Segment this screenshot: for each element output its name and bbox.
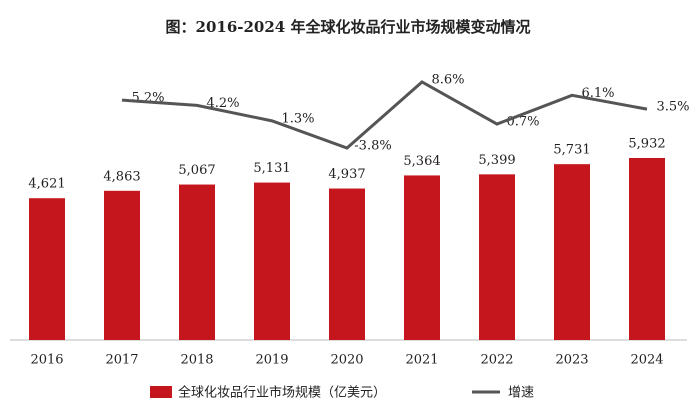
x-tick-label: 2021 bbox=[405, 353, 438, 368]
value-label: 5,731 bbox=[553, 143, 590, 158]
x-tick-label: 2024 bbox=[630, 353, 663, 368]
x-tick-label: 2019 bbox=[255, 353, 288, 368]
legend-label: 增速 bbox=[508, 386, 534, 401]
legend-label: 全球化妆品行业市场规模（亿美元） bbox=[178, 385, 386, 401]
value-label: 4,937 bbox=[328, 167, 365, 182]
chart-title: 图：2016-2024 年全球化妆品行业市场规模变动情况 bbox=[166, 18, 531, 36]
x-tick-label: 2022 bbox=[480, 353, 513, 368]
value-label: 0.7% bbox=[506, 115, 539, 130]
value-label: 5,932 bbox=[628, 137, 665, 152]
value-label: -3.8% bbox=[354, 139, 391, 154]
value-label: 5,399 bbox=[478, 153, 515, 168]
line bbox=[121, 80, 648, 150]
legend-swatch bbox=[150, 386, 172, 398]
x-tick-label: 2016 bbox=[30, 353, 63, 368]
x-tick-label: 2023 bbox=[555, 353, 588, 368]
value-label: 5,364 bbox=[403, 154, 440, 169]
bar bbox=[329, 188, 365, 340]
bar bbox=[179, 184, 215, 340]
value-label: 4,621 bbox=[28, 177, 65, 192]
bar bbox=[629, 158, 665, 340]
value-label: 4.2% bbox=[206, 96, 239, 111]
value-label: 5,131 bbox=[253, 161, 290, 176]
value-label: 3.5% bbox=[656, 100, 689, 115]
value-label: 5,067 bbox=[178, 163, 215, 178]
x-tick-label: 2018 bbox=[180, 353, 213, 368]
bar bbox=[254, 182, 290, 340]
bar bbox=[29, 198, 65, 340]
value-label: 1.3% bbox=[281, 111, 314, 126]
bar bbox=[104, 190, 140, 340]
x-tick-label: 2020 bbox=[330, 353, 363, 368]
value-label: 8.6% bbox=[431, 73, 464, 88]
bar bbox=[479, 174, 515, 340]
x-tick-label: 2017 bbox=[105, 353, 138, 368]
bar bbox=[554, 164, 590, 340]
value-label: 4,863 bbox=[103, 169, 140, 184]
bar bbox=[404, 175, 440, 340]
